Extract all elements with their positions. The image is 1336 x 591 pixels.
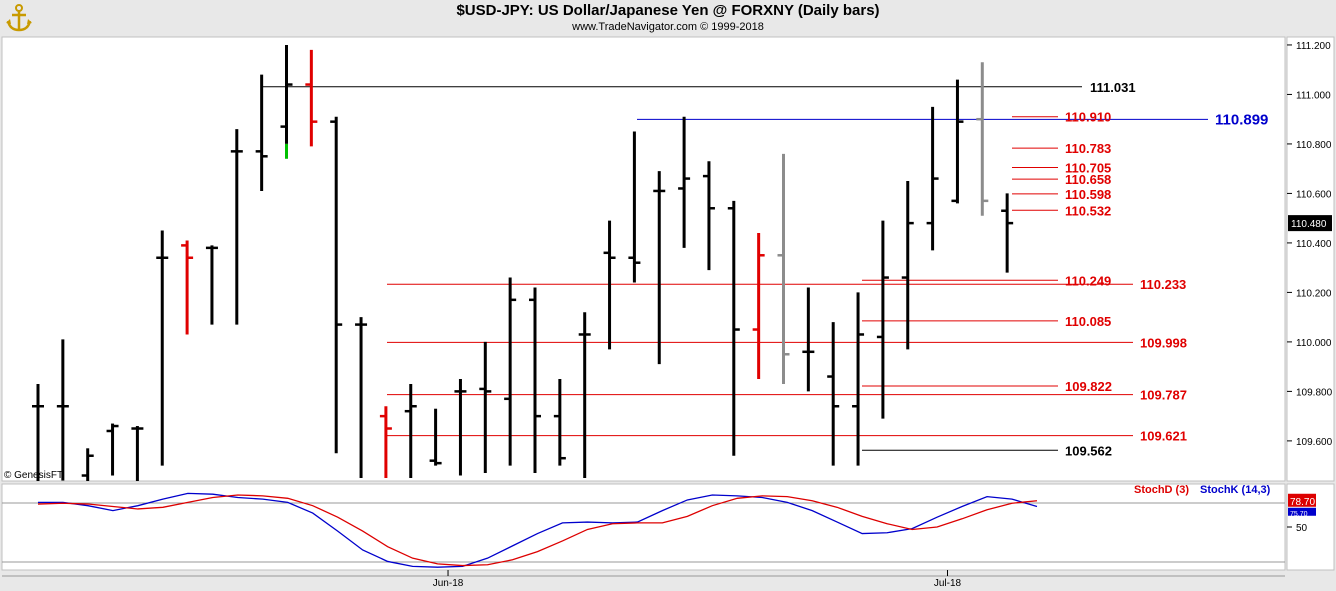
- ohlc-bar-28: [702, 161, 715, 271]
- price-panel: [1, 36, 1286, 482]
- date-axis: Jun-18 Jul-18: [433, 570, 962, 589]
- ohlc-bar-13: [330, 116, 343, 454]
- ohlc-bar-20: [504, 277, 517, 466]
- ohlc-bar-37: [926, 106, 939, 251]
- price-tick-label-2: 110.800: [1296, 140, 1332, 151]
- level-label-5: 110.658: [1065, 172, 1111, 187]
- ohlc-bar-22: [553, 379, 566, 466]
- level-label-10: 110.085: [1065, 314, 1111, 329]
- ohlc-bar-24: [603, 220, 616, 350]
- level-label-11: 109.998: [1140, 335, 1187, 350]
- ohlc-bar-33: [827, 322, 840, 466]
- ohlc-bar-10: [255, 74, 268, 191]
- ohlc-bar-31: [777, 153, 790, 384]
- price-tick-label-4: 110.400: [1296, 239, 1332, 250]
- level-label-4: 110.705: [1065, 160, 1111, 175]
- price-tick-label-5: 110.200: [1296, 288, 1332, 299]
- price-tick-label-7: 109.800: [1296, 387, 1333, 398]
- level-label-15: 109.562: [1065, 443, 1112, 458]
- stoch-k-legend: StochK (14,3): [1200, 484, 1271, 496]
- ohlc-bar-36: [901, 181, 914, 350]
- stoch-tick-label: 50: [1296, 523, 1308, 534]
- date-label-1: Jul-18: [934, 578, 962, 589]
- ohlc-bars: [32, 44, 1014, 481]
- ohlc-bar-9: [230, 129, 243, 325]
- copyright-label: © GenesisFT: [4, 470, 63, 481]
- stoch-k-value-box: [1288, 507, 1316, 516]
- stochastic-indicator: StochD (3) StochK (14,3) 78.70 75.70 50: [2, 484, 1316, 568]
- ohlc-bar-30: [752, 233, 765, 380]
- stoch-d-line: [37, 494, 1038, 567]
- ohlc-bar-29: [727, 200, 740, 456]
- ohlc-bar-26: [653, 171, 666, 365]
- chart-title: $USD-JPY: US Dollar/Japanese Yen @ FORXN…: [456, 2, 880, 19]
- stoch-k-line: [38, 492, 1038, 568]
- anchor-logo-icon: [6, 4, 32, 32]
- ohlc-bar-23: [578, 312, 591, 478]
- price-axis: 111.200 111.000 110.800 110.600 110.400 110.2…: [1287, 41, 1333, 448]
- ohlc-bar-16: [404, 383, 417, 478]
- level-label-7: 110.532: [1065, 203, 1111, 218]
- level-label-9: 110.233: [1140, 277, 1186, 292]
- stochastic-panel: [1, 483, 1286, 571]
- ohlc-bar-27: [678, 116, 691, 248]
- level-label-3: 110.783: [1065, 141, 1111, 156]
- level-label-1: 110.899: [1215, 111, 1268, 128]
- ohlc-bar-21: [529, 287, 541, 474]
- date-label-0: Jun-18: [433, 578, 464, 589]
- ohlc-bar-25: [628, 131, 641, 283]
- ohlc-bar-8: [205, 245, 218, 325]
- chart-subtitle: www.TradeNavigator.com © 1999-2018: [572, 21, 764, 33]
- level-label-13: 109.787: [1140, 388, 1187, 403]
- ohlc-bar-5: [131, 426, 144, 481]
- ohlc-bar-35: [876, 220, 889, 419]
- stoch-d-value: 78.70: [1290, 497, 1315, 508]
- price-tick-label-1: 111.000: [1296, 90, 1331, 101]
- level-label-2: 110.910: [1065, 110, 1111, 125]
- ohlc-bar-7: [181, 240, 194, 335]
- level-label-14: 109.621: [1140, 429, 1187, 444]
- ohlc-bar-18: [454, 379, 467, 476]
- ohlc-bar-40: [1001, 193, 1014, 273]
- price-tick-label-3: 110.600: [1296, 189, 1332, 200]
- ohlc-bar-39: [976, 62, 989, 216]
- stoch-d-value-box: [1288, 493, 1316, 507]
- level-label-8: 110.249: [1065, 273, 1111, 288]
- level-label-6: 110.598: [1065, 187, 1111, 202]
- ohlc-bar-38: [951, 79, 964, 204]
- price-tick-label-0: 111.200: [1296, 41, 1331, 52]
- last-price-box: [1288, 215, 1332, 232]
- ohlc-bar-11: [280, 44, 293, 159]
- price-tick-label-6: 110.000: [1296, 338, 1332, 349]
- stoch-k-value: 75.70: [1290, 511, 1308, 518]
- ohlc-bar-14: [355, 317, 368, 478]
- level-label-12: 109.822: [1065, 379, 1112, 394]
- price-tick-label-8: 109.600: [1296, 437, 1333, 448]
- ohlc-bar-2: [56, 339, 69, 481]
- ohlc-bar-17: [429, 408, 442, 466]
- ohlc-bar-15: [379, 406, 392, 478]
- price-axis-panel: [1286, 36, 1335, 482]
- ohlc-bar-6: [156, 230, 169, 466]
- ohlc-bar-12: [305, 49, 318, 147]
- ohlc-bar-34: [852, 292, 865, 466]
- ohlc-bar-1: [32, 383, 44, 481]
- ohlc-bar-32: [802, 287, 815, 392]
- level-label-0: 111.031: [1090, 80, 1136, 95]
- ohlc-bar-19: [479, 341, 492, 474]
- stoch-d-legend: StochD (3): [1134, 484, 1189, 496]
- ohlc-bar-3: [81, 448, 94, 481]
- last-price-label: 110.480: [1291, 219, 1327, 230]
- ohlc-bar-4: [106, 423, 119, 476]
